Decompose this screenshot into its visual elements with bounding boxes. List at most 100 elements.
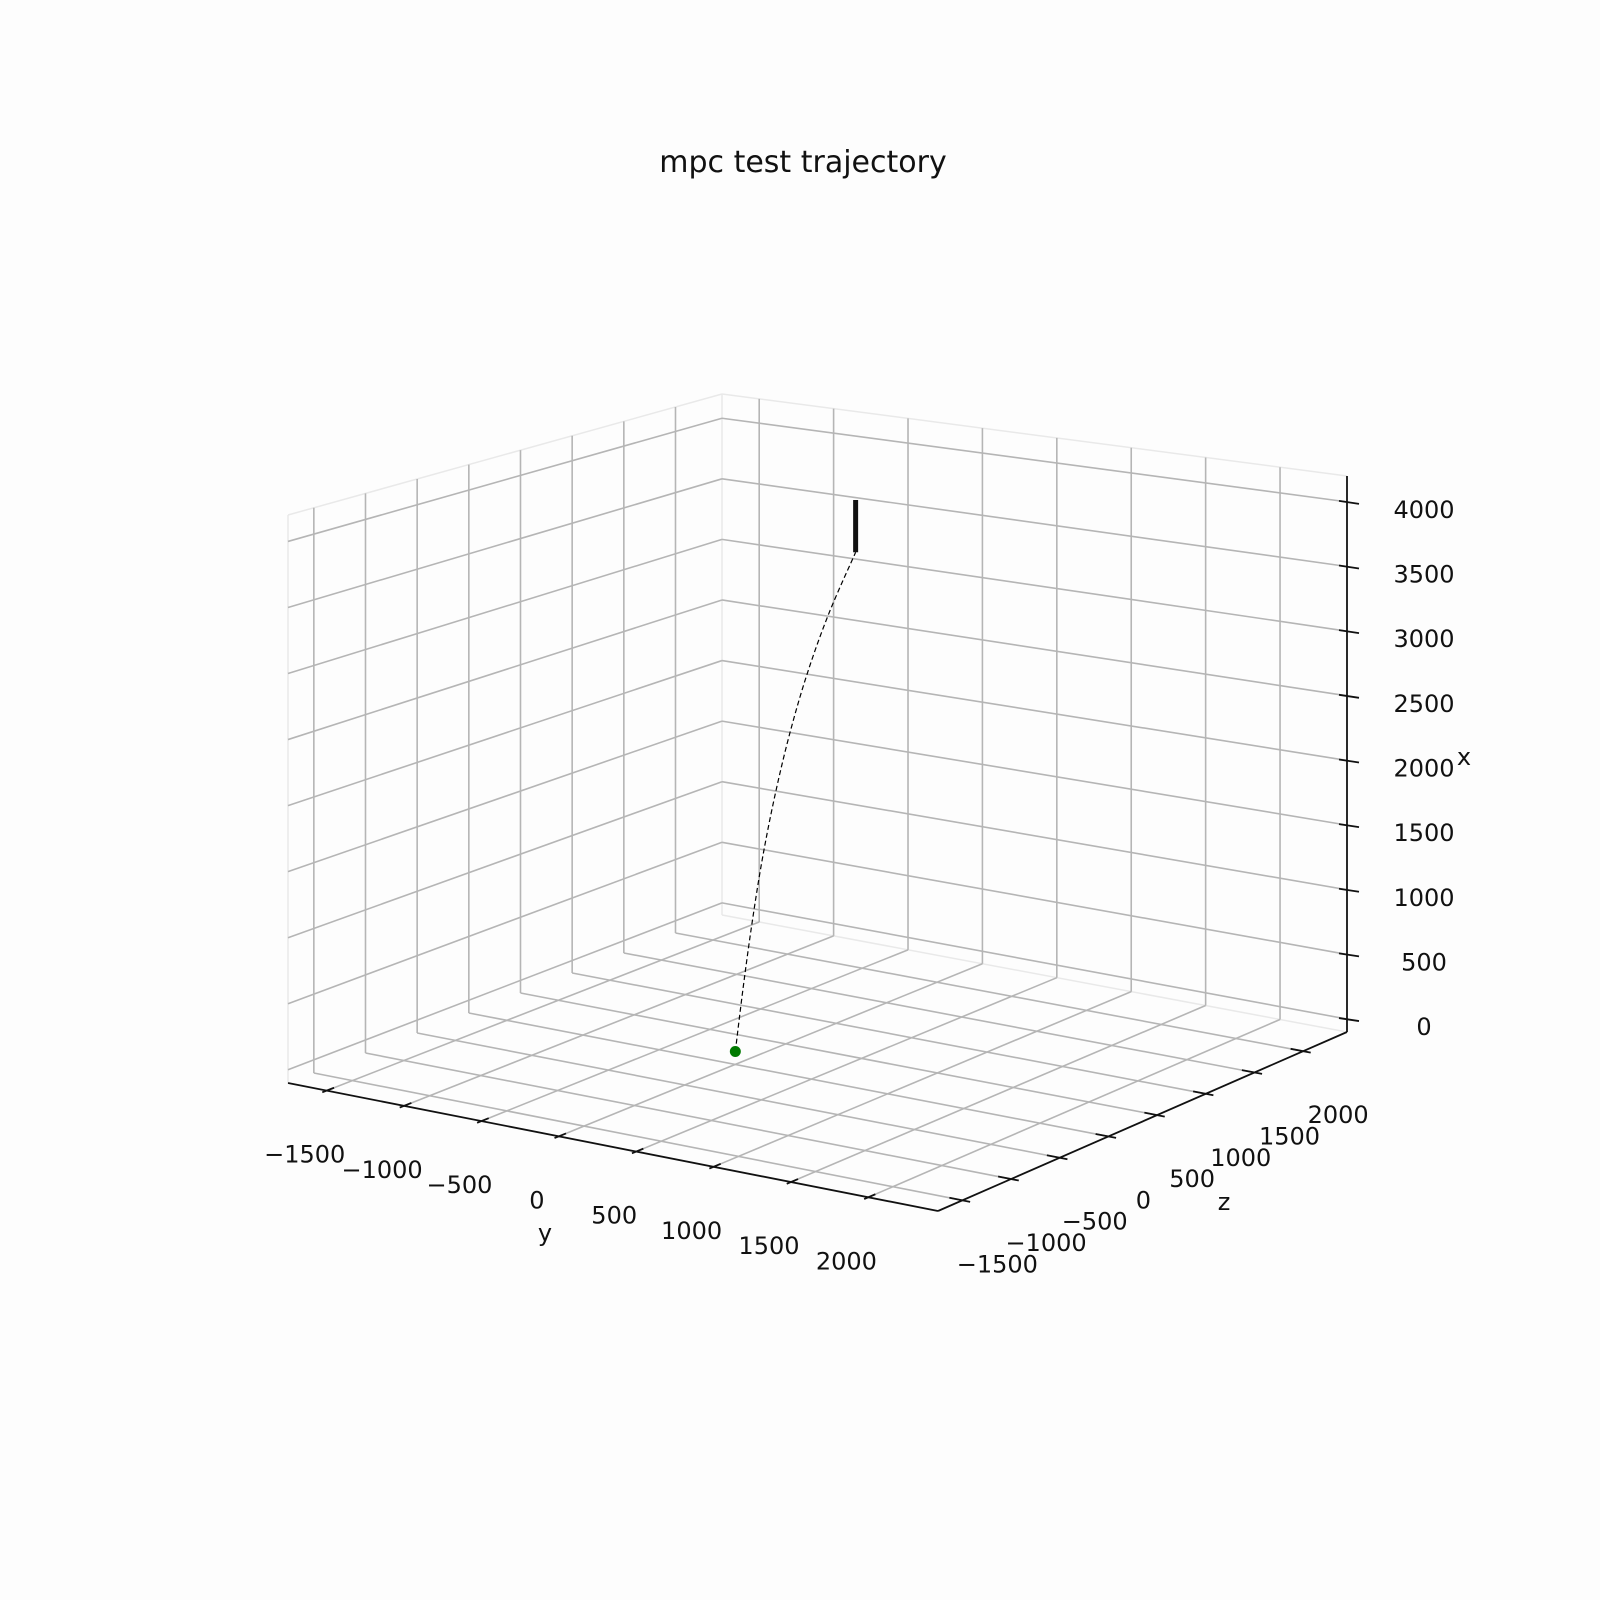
y-axis-line <box>287 1082 939 1212</box>
grid-x-back <box>721 538 1348 632</box>
x-tick-label: 3000 <box>1393 625 1454 653</box>
x-tick-mark <box>1338 758 1360 764</box>
y-tick-label: 1000 <box>661 1217 722 1245</box>
y-tick-mark <box>863 1193 876 1200</box>
grid-z-floor <box>623 952 1255 1074</box>
z-tick-mark <box>1241 1069 1263 1075</box>
y-tick-label: −1500 <box>264 1141 345 1169</box>
x-tick-label: 2000 <box>1393 754 1454 782</box>
grid-x-left <box>287 841 723 1005</box>
y-tick-label: 0 <box>529 1186 544 1214</box>
x-tick-label: 0 <box>1416 1013 1431 1041</box>
start-point-marker <box>729 1045 741 1057</box>
y-tick-mark <box>476 1117 490 1124</box>
grid-y-floor <box>558 963 983 1138</box>
x-tick-label: 3500 <box>1393 561 1454 589</box>
z-tick-mark <box>997 1175 1019 1182</box>
pane-edge-left-top <box>287 393 723 516</box>
z-tick-mark <box>1144 1111 1165 1118</box>
y-tick-label: −500 <box>426 1171 492 1199</box>
x-tick-mark <box>1338 823 1360 829</box>
y-tick-label: −1000 <box>341 1156 422 1184</box>
grid-z-floor <box>572 972 1206 1095</box>
grid-z-floor <box>468 1012 1109 1138</box>
x-tick-label: 1500 <box>1393 819 1454 847</box>
gridlines <box>287 398 1348 1202</box>
x-tick-mark <box>1338 887 1360 893</box>
x-tick-label: 500 <box>1401 948 1447 976</box>
grid-x-back <box>721 780 1348 891</box>
x-tick-mark <box>1338 629 1360 635</box>
grid-x-back <box>721 902 1348 1020</box>
y-tick-label: 500 <box>591 1202 637 1230</box>
grid-y-floor <box>790 1004 1206 1183</box>
z-tick-mark <box>949 1196 971 1203</box>
grid-x-back <box>721 720 1348 826</box>
grid-x-back <box>721 478 1348 568</box>
z-tick-mark <box>1192 1090 1214 1097</box>
y-tick-label: 2000 <box>816 1247 877 1275</box>
grid-x-left <box>287 417 723 543</box>
grid-y-floor <box>868 1018 1281 1199</box>
z-tick-label: −1000 <box>1005 1229 1086 1257</box>
y-tick-label: 1500 <box>738 1232 799 1260</box>
grid-y-floor <box>635 976 1058 1153</box>
y-tick-mark <box>554 1132 567 1139</box>
grid-y-floor <box>326 921 760 1092</box>
x-tick-mark <box>1338 952 1360 958</box>
x-tick-label: 1000 <box>1393 884 1454 912</box>
grid-x-left <box>287 902 723 1071</box>
x-tick-mark <box>1338 693 1360 699</box>
z-tick-mark <box>1046 1154 1068 1161</box>
z-tick-label: −1500 <box>957 1250 1038 1278</box>
grid-x-left <box>287 538 723 675</box>
x-axis-label: x <box>1457 743 1471 771</box>
grid-z-floor <box>417 1032 1060 1159</box>
y-tick-mark <box>631 1147 644 1155</box>
z-tick-label: 1500 <box>1259 1122 1320 1150</box>
x-tick-mark <box>1338 1017 1360 1022</box>
z-tick-label: 2000 <box>1308 1101 1369 1129</box>
pane-edges <box>287 393 1348 1083</box>
grid-x-back <box>721 417 1348 503</box>
grid-z-floor <box>365 1052 1012 1180</box>
z-tick-label: 1000 <box>1210 1144 1271 1172</box>
y-tick-mark <box>708 1163 722 1170</box>
pane-edge-back-bottom <box>721 914 1348 1033</box>
data-series <box>729 500 859 1057</box>
z-tick-mark <box>1095 1133 1117 1139</box>
grid-x-back <box>721 659 1348 762</box>
z-tick-mark <box>1290 1047 1311 1054</box>
grid-x-left <box>287 599 723 741</box>
grid-x-left <box>287 780 723 939</box>
trajectory-path <box>734 552 857 1052</box>
y-tick-mark <box>399 1102 412 1109</box>
grid-x-left <box>287 720 723 873</box>
x-tick-mark <box>1338 499 1360 505</box>
y-tick-mark <box>786 1178 799 1185</box>
z-axis-label: z <box>1218 1188 1231 1216</box>
pane-edge-back-top <box>721 393 1348 477</box>
y-axis-label: y <box>538 1219 552 1247</box>
x-tick-mark <box>1338 564 1360 570</box>
z-axis-line <box>937 1031 1348 1212</box>
grid-y-floor <box>403 935 834 1107</box>
grid-z-floor <box>675 932 1304 1052</box>
grid-y-floor <box>713 990 1132 1168</box>
grid-y-floor <box>481 949 909 1122</box>
grid-x-back <box>721 599 1348 697</box>
x-tick-label: 4000 <box>1393 496 1454 524</box>
grid-x-left <box>287 478 723 609</box>
y-tick-mark <box>321 1086 335 1094</box>
grid-z-floor <box>520 992 1158 1116</box>
grid-x-left <box>287 659 723 807</box>
grid-z-floor <box>313 1072 963 1202</box>
z-tick-label: 0 <box>1136 1186 1151 1214</box>
x-tick-label: 2500 <box>1393 690 1454 718</box>
z-tick-label: 500 <box>1169 1165 1215 1193</box>
grid-x-back <box>721 841 1348 956</box>
z-tick-label: −500 <box>1062 1208 1128 1236</box>
chart-title: mpc test trajectory <box>659 145 946 180</box>
